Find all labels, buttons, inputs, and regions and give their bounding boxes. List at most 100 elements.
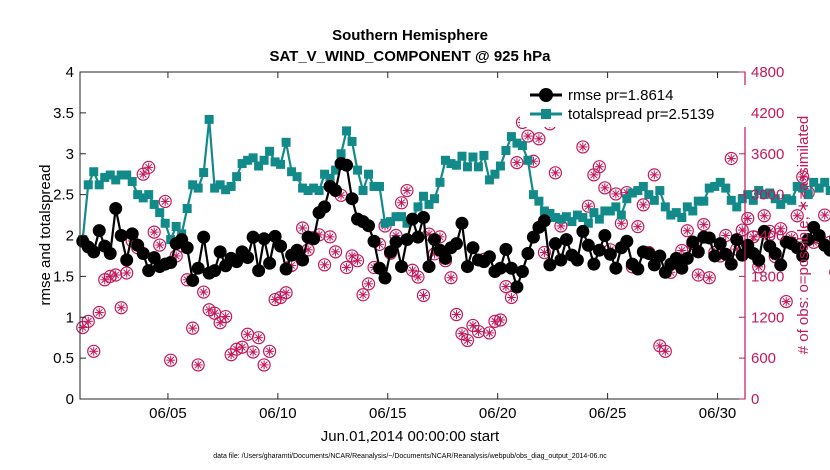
rmse-point bbox=[400, 233, 414, 247]
totalspread-point bbox=[111, 175, 121, 185]
totalspread-point bbox=[534, 196, 544, 206]
totalspread-point bbox=[149, 199, 159, 209]
assimilated-obs-point bbox=[594, 162, 604, 172]
totalspread-point bbox=[292, 172, 302, 182]
y-tick-label-right: 0 bbox=[751, 391, 759, 408]
possible-obs-point bbox=[81, 314, 95, 328]
rmse-point bbox=[345, 192, 359, 206]
totalspread-point bbox=[105, 170, 115, 180]
rmse-point bbox=[559, 233, 573, 247]
assimilated-obs-point bbox=[248, 347, 258, 357]
possible-obs-point bbox=[581, 199, 595, 213]
possible-obs-point bbox=[400, 183, 414, 198]
totalspread-point bbox=[715, 177, 725, 187]
totalspread-point bbox=[490, 169, 500, 179]
totalspread-point bbox=[171, 222, 181, 232]
rmse-point bbox=[103, 246, 117, 260]
totalspread-point bbox=[792, 181, 802, 191]
assimilated-obs-point bbox=[111, 270, 121, 280]
totalspread-point bbox=[754, 186, 764, 196]
assimilated-obs-point bbox=[721, 231, 731, 240]
rmse-point bbox=[543, 258, 557, 272]
totalspread-point bbox=[589, 208, 599, 218]
totalspread-point bbox=[545, 208, 555, 218]
totalspread-point bbox=[616, 210, 626, 220]
assimilated-obs-point bbox=[144, 162, 154, 172]
assimilated-obs-point bbox=[149, 227, 159, 237]
rmse-point bbox=[548, 237, 562, 251]
possible-obs-point bbox=[186, 321, 200, 335]
possible-obs-point bbox=[796, 170, 810, 184]
totalspread-point bbox=[435, 177, 445, 187]
totalspread-point bbox=[451, 160, 461, 170]
assimilated-obs-point bbox=[221, 312, 231, 322]
rmse-point bbox=[180, 241, 194, 255]
assimilated-obs-point bbox=[759, 211, 769, 221]
assimilated-obs-point bbox=[83, 316, 93, 326]
possible-obs-point bbox=[246, 345, 260, 359]
x-axis-label: Jun.01,2014 00:00:00 start bbox=[321, 428, 500, 445]
rmse-point bbox=[576, 224, 590, 238]
rmse-point bbox=[631, 262, 645, 276]
totalspread-point bbox=[759, 190, 769, 200]
assimilated-obs-point bbox=[633, 222, 643, 232]
rmse-point bbox=[653, 249, 667, 263]
totalspread-point bbox=[798, 183, 808, 193]
possible-obs-point bbox=[416, 288, 431, 303]
assimilated-obs-point bbox=[155, 240, 165, 250]
totalspread-point bbox=[320, 169, 330, 179]
assimilated-obs-point bbox=[490, 316, 500, 326]
assimilated-obs-point bbox=[451, 310, 461, 320]
rmse-point bbox=[801, 233, 815, 247]
rmse-point bbox=[389, 235, 403, 249]
possible-obs-point bbox=[142, 160, 156, 174]
totalspread-point bbox=[721, 183, 731, 193]
possible-obs-point bbox=[592, 160, 606, 174]
totalspread-point bbox=[116, 170, 126, 180]
y-tick-label-left: 1 bbox=[66, 309, 74, 326]
rmse-point bbox=[460, 260, 474, 274]
possible-obs-point bbox=[609, 187, 623, 201]
totalspread-point bbox=[276, 159, 286, 169]
totalspread-point bbox=[89, 167, 99, 177]
assimilated-obs-point bbox=[402, 186, 412, 196]
totalspread-point bbox=[199, 168, 209, 178]
rmse-point bbox=[823, 243, 830, 257]
rmse-point bbox=[620, 234, 634, 248]
totalspread-point bbox=[622, 194, 632, 204]
possible-obs-point bbox=[757, 209, 771, 223]
possible-obs-point bbox=[147, 225, 161, 239]
totalspread-point bbox=[281, 137, 291, 147]
rmse-point bbox=[340, 158, 354, 172]
possible-obs-point bbox=[87, 344, 101, 358]
y-axis-label-left: rmse and totalspread bbox=[37, 165, 54, 306]
totalspread-point bbox=[633, 186, 643, 196]
possible-obs-point bbox=[818, 208, 830, 222]
totalspread-point bbox=[138, 193, 148, 203]
totalspread-point bbox=[605, 206, 615, 216]
possible-obs-point bbox=[658, 344, 672, 358]
totalspread-point bbox=[682, 202, 692, 212]
possible-obs-point bbox=[317, 258, 332, 272]
rmse-point bbox=[378, 271, 392, 285]
possible-obs-point bbox=[257, 358, 271, 372]
totalspread-point bbox=[644, 190, 654, 200]
totalspread-point bbox=[457, 151, 467, 161]
totalspread-point bbox=[770, 194, 780, 204]
assimilated-obs-point bbox=[204, 305, 214, 315]
assimilated-obs-point bbox=[100, 275, 110, 285]
totalspread-point bbox=[166, 235, 176, 245]
totalspread-point bbox=[155, 208, 165, 218]
rmse-point bbox=[125, 227, 139, 241]
assimilated-obs-point bbox=[748, 232, 758, 242]
x-tick-label: 06/15 bbox=[369, 405, 407, 422]
rmse-point bbox=[609, 261, 623, 275]
legend-spread-marker bbox=[541, 109, 551, 119]
totalspread-point bbox=[787, 195, 797, 205]
assimilated-obs-point bbox=[397, 198, 407, 208]
totalspread-point bbox=[468, 152, 478, 162]
assimilated-obs-point bbox=[501, 282, 511, 292]
assimilated-obs-point bbox=[325, 232, 335, 242]
totalspread-point bbox=[814, 183, 824, 193]
